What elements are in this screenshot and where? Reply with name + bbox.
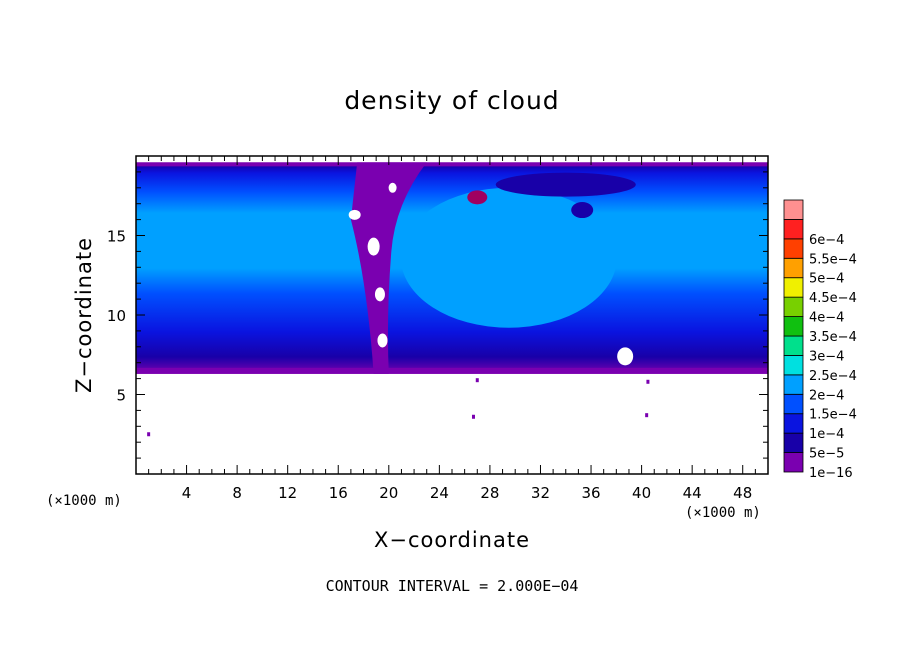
colorbar-swatch-9 [783,277,804,298]
cloud-speck-2 [475,378,479,383]
colorbar-label: 1e−4 [809,427,844,442]
x-axis: 4 8 12 16 20 24 28 32 36 40 44 48 [148,156,756,502]
x-tick-label: 8 [232,484,242,502]
vortex-core-left [467,190,488,205]
x-tick-label: 28 [480,484,499,502]
clear-pocket-2 [374,287,385,302]
y-axis: 5 10 15 [107,171,768,459]
x-tick-label: 20 [379,484,398,502]
colorbar-swatch-10 [783,257,804,279]
colorbar-swatch-13 [783,199,804,220]
clear-pocket-1 [367,237,380,256]
x-tick-label: 4 [182,484,192,502]
y-tick-label: 5 [116,387,126,405]
colorbar-swatch-6 [783,335,804,356]
colorbar-swatch-5 [783,355,804,376]
colorbar-swatch-11 [783,238,804,259]
x-tick-label: 36 [581,484,600,502]
chart-title: density of cloud [344,86,560,115]
updraft-core [400,187,617,328]
cloud-speck-4 [645,413,649,418]
clear-pocket-4 [388,182,397,193]
x-tick-label: 16 [329,484,348,502]
clear-gap [350,162,427,374]
colorbar-label: 5e−4 [809,272,844,287]
colorbar-label: 2.5e−4 [809,369,857,384]
cloud-top-edge [136,162,768,167]
colorbar-label: 5e−5 [809,447,844,462]
x-unit-label: (×1000 m) [685,505,761,521]
y-tick-label: 10 [107,307,126,325]
y-axis-title: Z−coordinate [72,237,96,393]
colorbar-label: 4e−4 [809,311,844,326]
x-axis-title: X−coordinate [374,528,530,552]
y-unit-label: (×1000 m) [46,493,122,509]
colorbar-label: 2e−4 [809,388,844,403]
colorbar-label: 4.5e−4 [809,291,857,306]
colorbar-swatch-8 [783,296,804,317]
x-tick-label: 32 [531,484,550,502]
colorbar: 1e−16 5e−5 1e−4 1.5e−4 2e−4 2.5e−4 3e−4 3.5e−4 4… [783,199,857,481]
colorbar-label: 3.5e−4 [809,330,857,345]
colorbar-swatch-1 [783,432,804,453]
colorbar-swatch-2 [783,413,804,434]
colorbar-swatch-3 [783,393,804,415]
cloud-base-edge [136,367,768,374]
clear-pocket-3 [377,333,388,348]
top-vortex [495,172,636,197]
cloud-density-field [136,162,768,437]
x-tick-label: 24 [430,484,449,502]
x-tick-label: 44 [683,484,702,502]
cloud-speck-3 [646,379,650,384]
x-tick-label: 40 [632,484,651,502]
clear-pocket-5 [617,347,634,366]
colorbar-swatch-0 [783,452,804,473]
colorbar-label: 5.5e−4 [809,252,857,267]
vortex-core-right [571,202,594,219]
x-tick-label: 48 [733,484,752,502]
colorbar-label: 3e−4 [809,349,844,364]
x-tick-label: 12 [278,484,297,502]
clear-pocket-0 [348,209,361,220]
colorbar-label: 1e−16 [809,466,853,481]
colorbar-swatch-7 [783,316,804,337]
colorbar-label: 1.5e−4 [809,408,857,423]
colorbar-swatch-12 [783,219,804,240]
cloud-speck-1 [471,414,475,419]
y-tick-label: 15 [107,228,126,246]
clear-pocket-6 [641,383,650,396]
colorbar-label: 6e−4 [809,233,844,248]
contour-interval-note: CONTOUR INTERVAL = 2.000E−04 [326,577,579,595]
cloud-speck-0 [147,432,151,437]
colorbar-swatch-4 [783,374,804,395]
